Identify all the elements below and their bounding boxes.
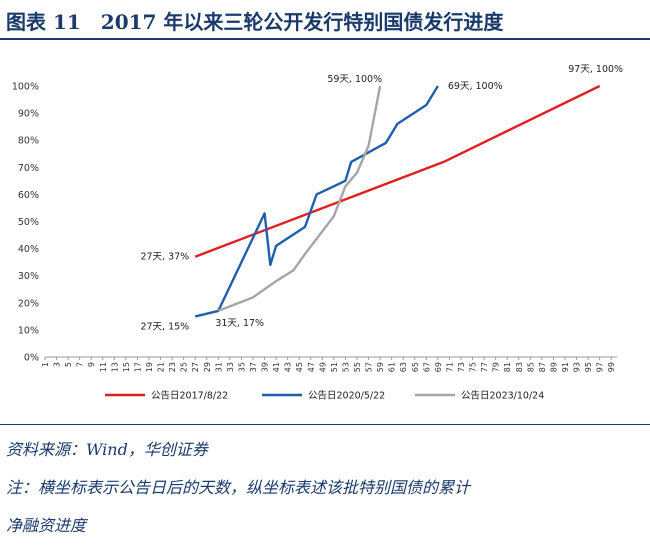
legend-label: 公告日2020/5/22 xyxy=(308,390,385,402)
x-tick-label: 35 xyxy=(237,362,246,372)
x-tick-label: 39 xyxy=(261,362,270,372)
x-tick-label: 83 xyxy=(515,362,524,372)
legend-label: 公告日2017/8/22 xyxy=(151,390,228,402)
x-tick-label: 37 xyxy=(249,362,258,372)
x-axis: 1 3 5 7 9 11 13 15 17 19 21 23 25 27 29 31 33 35 37 39 41 43 4… xyxy=(41,356,617,372)
x-tick-label: 69 xyxy=(434,362,443,372)
x-tick-label: 95 xyxy=(584,362,593,372)
x-tick-label: 29 xyxy=(203,362,212,372)
x-tick-label: 43 xyxy=(284,362,293,372)
legend: 公告日2017/8/22 公告日2020/5/22 公告日2023/10/24 xyxy=(105,390,544,402)
x-tick-label: 31 xyxy=(214,362,223,372)
x-tick-label: 87 xyxy=(538,362,547,372)
data-label: 69天, 100% xyxy=(448,81,503,92)
data-label: 31天, 17% xyxy=(215,318,264,329)
footnote-line-2: 净融资进度 xyxy=(6,516,87,535)
data-label: 27天, 37% xyxy=(140,252,189,263)
series-line xyxy=(194,84,601,258)
x-tick-label: 53 xyxy=(341,362,350,372)
y-tick-label: 50% xyxy=(18,217,39,228)
data-label: 59天, 100% xyxy=(327,74,382,85)
x-tick-label: 61 xyxy=(388,362,397,372)
x-tick-label: 41 xyxy=(272,362,281,372)
y-tick-label: 80% xyxy=(18,136,39,147)
x-tick-label: 21 xyxy=(157,362,166,372)
x-tick-label: 9 xyxy=(87,362,96,367)
x-tick-label: 23 xyxy=(168,362,177,372)
series-lines xyxy=(194,84,601,318)
x-tick-label: 19 xyxy=(145,362,154,372)
x-tick-label: 51 xyxy=(330,362,339,372)
x-tick-label: 13 xyxy=(110,362,119,372)
x-tick-label: 57 xyxy=(365,362,374,372)
x-tick-label: 3 xyxy=(53,362,62,367)
y-tick-label: 100% xyxy=(12,82,39,93)
x-tick-label: 97 xyxy=(596,362,605,372)
x-tick-label: 11 xyxy=(99,362,108,372)
legend-label: 公告日2023/10/24 xyxy=(461,390,544,402)
x-tick-label: 91 xyxy=(561,362,570,372)
x-tick-label: 15 xyxy=(122,362,131,372)
x-tick-label: 25 xyxy=(180,362,189,372)
x-tick-label: 89 xyxy=(549,362,558,372)
y-tick-label: 20% xyxy=(18,298,39,309)
source-divider xyxy=(0,424,650,425)
x-tick-label: 63 xyxy=(399,362,408,372)
footnote-line-1: 注：横坐标表示公告日后的天数，纵坐标表述该批特别国债的累计 xyxy=(6,478,471,497)
x-tick-label: 99 xyxy=(607,362,616,372)
y-tick-label: 40% xyxy=(18,244,39,255)
x-tick-label: 71 xyxy=(445,362,454,372)
x-tick-label: 67 xyxy=(422,362,431,372)
y-tick-label: 60% xyxy=(18,190,39,201)
x-tick-label: 65 xyxy=(411,362,420,372)
x-tick-label: 1 xyxy=(41,362,50,367)
y-tick-label: 70% xyxy=(18,163,39,174)
x-tick-label: 79 xyxy=(492,362,501,372)
x-tick-label: 49 xyxy=(318,362,327,372)
x-tick-label: 27 xyxy=(191,362,200,372)
x-tick-label: 47 xyxy=(307,362,316,372)
x-tick-label: 33 xyxy=(226,362,235,372)
x-tick-label: 73 xyxy=(457,362,466,372)
data-label: 27天, 15% xyxy=(140,321,189,332)
y-tick-label: 0% xyxy=(24,353,39,364)
x-tick-label: 17 xyxy=(133,362,142,372)
y-tick-label: 10% xyxy=(18,325,39,336)
x-tick-label: 55 xyxy=(353,362,362,372)
x-tick-label: 81 xyxy=(503,362,512,372)
figure-title: 图表 11 2017 年以来三轮公开发行特别国债发行进度 xyxy=(6,10,504,34)
x-tick-label: 75 xyxy=(469,362,478,372)
x-tick-label: 85 xyxy=(526,362,535,372)
y-axis-labels: 0% 10% 20% 30% 40% 50% 60% 70% 80% 90% 100% xyxy=(12,82,39,364)
x-tick-label: 77 xyxy=(480,362,489,372)
series-line xyxy=(194,85,439,318)
x-tick-label: 59 xyxy=(376,362,385,372)
x-tick-label: 45 xyxy=(295,362,304,372)
data-label: 97天, 100% xyxy=(568,64,623,75)
y-tick-label: 30% xyxy=(18,271,39,282)
source-note: 资料来源：Wind，华创证券 xyxy=(6,440,208,459)
figure-title-bar: 图表 11 2017 年以来三轮公开发行特别国债发行进度 xyxy=(0,0,650,40)
data-annotations: 27天, 37% 27天, 15% 31天, 17% 59天, 100% 69天, 10… xyxy=(140,64,623,332)
x-tick-label: 7 xyxy=(76,362,85,367)
series-line xyxy=(217,85,382,313)
x-tick-label: 93 xyxy=(573,362,582,372)
y-tick-label: 90% xyxy=(18,109,39,120)
x-tick-label: 5 xyxy=(64,362,73,367)
